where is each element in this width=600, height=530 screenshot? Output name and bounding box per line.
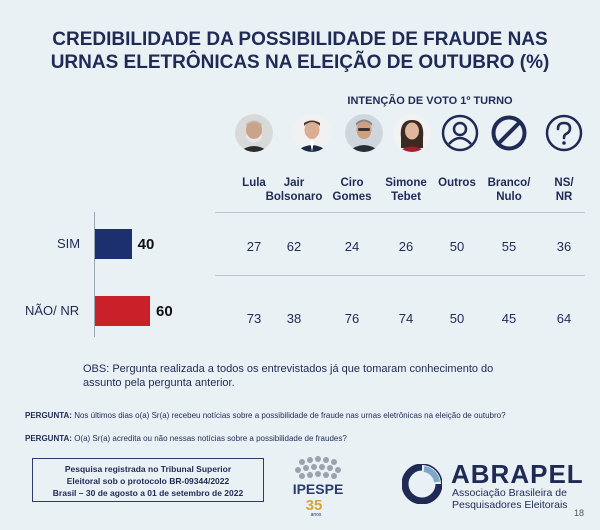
question-1-text: Nos últimos dias o(a) Sr(a) recebeu notí… xyxy=(74,411,506,420)
title-line-1: CREDIBILIDADE DA POSSIBILIDADE DE FRAUDE… xyxy=(52,29,548,50)
question-1: PERGUNTA: Nos últimos dias o(a) Sr(a) re… xyxy=(25,411,565,421)
bar-nao-nr xyxy=(95,296,150,326)
registration-line-3: Brasil – 30 de agosto a 01 de setembro d… xyxy=(52,488,244,498)
bar-axis xyxy=(94,212,95,337)
column-header-bolsonaro: Jair Bolsonaro xyxy=(265,177,323,203)
cell-sim-ns-nr: 36 xyxy=(556,239,572,254)
ciro-photo-icon xyxy=(345,114,383,152)
bar-value-nao-nr: 60 xyxy=(156,303,173,320)
cell-sim-outros: 50 xyxy=(449,239,465,254)
bar-value-sim: 40 xyxy=(137,236,155,253)
question-icon xyxy=(545,114,583,152)
question-1-label: PERGUNTA: xyxy=(25,411,72,420)
cell-nao-ns-nr: 64 xyxy=(556,311,572,326)
cell-nao-lula: 73 xyxy=(246,311,262,326)
table-subtitle: INTENÇÃO DE VOTO 1º TURNO xyxy=(347,95,513,107)
tebet-photo-icon xyxy=(393,114,431,152)
column-header-tebet: Simone Tebet xyxy=(385,177,427,203)
registration-line-1: Pesquisa registrada no Tribunal Superior xyxy=(64,464,232,474)
obs-note: OBS: Pergunta realizada a todos os entre… xyxy=(83,363,494,389)
ipespe-years-label: anos xyxy=(311,512,322,518)
cell-sim-tebet: 26 xyxy=(398,239,414,254)
page-title: CREDIBILIDADE DA POSSIBILIDADE DE FRAUDE… xyxy=(0,28,600,74)
prohibited-icon xyxy=(490,114,528,152)
title-line-2: URNAS ELETRÔNICAS NA ELEIÇÃO DE OUTUBRO … xyxy=(50,52,550,73)
question-2-label: PERGUNTA: xyxy=(25,434,72,443)
person-icon xyxy=(441,114,479,152)
bar-sim xyxy=(95,229,132,259)
bolsonaro-photo-icon xyxy=(293,114,331,152)
ipespe-logo: IPESPE 35 anos xyxy=(288,452,348,518)
ipespe-name: IPESPE xyxy=(293,481,344,497)
cell-sim-branco-nulo: 55 xyxy=(501,239,517,254)
abrapel-logo-icon xyxy=(401,463,443,505)
table-divider-top xyxy=(215,212,585,213)
table-divider-middle xyxy=(215,275,585,276)
ipespe-years: 35 xyxy=(306,497,323,514)
abrapel-name: ABRAPEL xyxy=(451,459,584,489)
cell-nao-outros: 50 xyxy=(449,311,465,326)
cell-nao-bolsonaro: 38 xyxy=(286,311,302,326)
question-2-text: O(a) Sr(a) acredita ou não nessas notíci… xyxy=(74,434,347,443)
page-number: 18 xyxy=(574,508,585,518)
column-header-lula: Lula xyxy=(242,177,266,189)
question-2: PERGUNTA: O(a) Sr(a) acredita ou não nes… xyxy=(25,434,565,444)
column-header-ciro: Ciro Gomes xyxy=(332,177,372,203)
column-header-branco-nulo: Branco/Nulo xyxy=(487,177,531,203)
cell-nao-ciro: 76 xyxy=(344,311,360,326)
column-header-outros: Outros xyxy=(438,177,476,189)
abrapel-subtitle: Associação Brasileira de Pesquisadores E… xyxy=(452,487,568,511)
registration-line-2: Eleitoral sob o protocolo BR-09344/2022 xyxy=(66,476,230,486)
cell-sim-bolsonaro: 62 xyxy=(286,239,302,254)
cell-sim-lula: 27 xyxy=(246,239,262,254)
lula-photo-icon xyxy=(235,114,273,152)
column-header-ns-nr: NS/NR xyxy=(554,177,574,203)
row-label-sim: SIM xyxy=(57,236,81,251)
cell-sim-ciro: 24 xyxy=(344,239,360,254)
cell-nao-tebet: 74 xyxy=(398,311,414,326)
row-label-nao-nr: NÃO/ NR xyxy=(25,303,80,318)
registration-box: Pesquisa registrada no Tribunal Superior… xyxy=(32,458,264,502)
cell-nao-branco-nulo: 45 xyxy=(501,311,517,326)
